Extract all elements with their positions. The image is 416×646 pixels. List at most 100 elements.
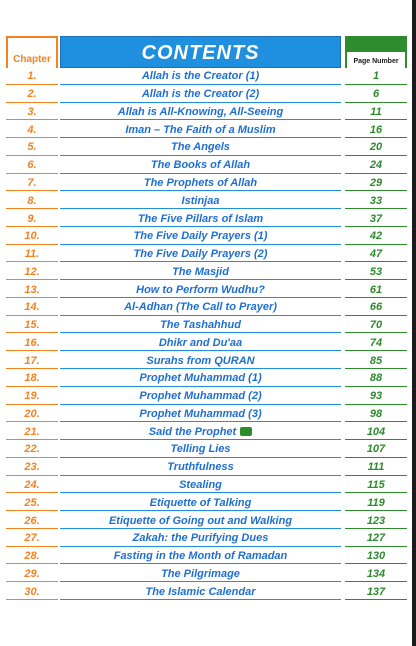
toc-row: 2. Allah is the Creator (2) 6	[6, 86, 407, 104]
chapter-title: Dhikr and Du'aa	[158, 336, 243, 349]
chapter-title: The Angels	[171, 141, 230, 154]
chapter-number: 29.	[6, 566, 58, 583]
toc-row: 1. Allah is the Creator (1) 1	[6, 68, 407, 86]
toc-row: 4. Iman – The Faith of a Muslim 16	[6, 121, 407, 139]
toc-row: 15. The Tashahhud 70	[6, 317, 407, 335]
chapter-title-cell: Said the Prophet	[60, 424, 341, 441]
chapter-number: 2.	[6, 87, 58, 103]
chapter-number: 5.	[6, 140, 58, 156]
page-number: 115	[345, 478, 407, 494]
toc-row: 16. Dhikr and Du'aa 74	[6, 334, 407, 352]
page-number: 134	[345, 566, 407, 583]
chapter-number: 24.	[6, 478, 58, 494]
page-number: 88	[345, 371, 407, 387]
chapter-title-cell: Fasting in the Month of Ramadan	[60, 549, 341, 565]
chapter-title: The Five Pillars of Islam	[137, 212, 264, 225]
chapter-title-cell: Telling Lies	[60, 442, 341, 458]
chapter-number: 8.	[6, 193, 58, 210]
page-number: 104	[345, 424, 407, 441]
chapter-number: 3.	[6, 105, 58, 121]
page-number: 29	[345, 176, 407, 192]
page-number: 47	[345, 247, 407, 263]
chapter-title: Allah is the Creator (2)	[141, 88, 260, 101]
toc-row: 24. Stealing 115	[6, 477, 407, 495]
page-number: 98	[345, 407, 407, 423]
chapter-title-cell: Etiquette of Talking	[60, 495, 341, 512]
chapter-title-cell: Surahs from QURAN	[60, 353, 341, 370]
page-number: 74	[345, 335, 407, 352]
chapter-number: 27.	[6, 531, 58, 547]
chapter-number: 1.	[6, 69, 58, 85]
page-number: 85	[345, 353, 407, 370]
page-number: 20	[345, 140, 407, 156]
chapter-title-cell: Zakah: the Purifying Dues	[60, 531, 341, 547]
page-number: 37	[345, 211, 407, 227]
chapter-title: The Pilgrimage	[161, 567, 240, 580]
chapter-number: 13.	[6, 282, 58, 298]
page-number: 42	[345, 229, 407, 245]
chapter-number: 16.	[6, 335, 58, 352]
chapter-title: Al-Adhan (The Call to Prayer)	[124, 301, 277, 314]
page-number: 6	[345, 87, 407, 103]
chapter-title-cell: The Five Daily Prayers (2)	[60, 247, 341, 263]
chapter-title: The Prophets of Allah	[143, 176, 258, 189]
page-number: 93	[345, 389, 407, 405]
page-number: 70	[345, 318, 407, 334]
contents-title-banner: CONTENTS	[60, 36, 341, 68]
toc-row: 29. The Pilgrimage 134	[6, 565, 407, 583]
chapter-title-cell: The Prophets of Allah	[60, 176, 341, 192]
chapter-title: Prophet Muhammad (1)	[139, 372, 262, 385]
toc-row: 12. The Masjid 53	[6, 263, 407, 281]
chapter-title-cell: Prophet Muhammad (1)	[60, 371, 341, 387]
page-number: 53	[345, 264, 407, 281]
chapter-title: The Books of Allah	[150, 159, 251, 172]
chapter-number: 4.	[6, 122, 58, 139]
page-number: 24	[345, 158, 407, 174]
chapter-number: 17.	[6, 353, 58, 370]
chapter-title: Etiquette of Talking	[149, 496, 252, 509]
toc-row: 30. The Islamic Calendar 137	[6, 583, 407, 601]
toc-row: 9. The Five Pillars of Islam 37	[6, 210, 407, 228]
chapter-title: The Tashahhud	[160, 319, 241, 332]
toc-row: 13. How to Perform Wudhu? 61	[6, 281, 407, 299]
chapter-title-cell: The Five Daily Prayers (1)	[60, 229, 341, 245]
chapter-title-cell: Istinjaa	[60, 193, 341, 210]
page-number: 16	[345, 122, 407, 139]
chapter-title-cell: Truthfulness	[60, 460, 341, 476]
page-edge	[412, 0, 416, 646]
toc-row: 5. The Angels 20	[6, 139, 407, 157]
chapter-number: 21.	[6, 424, 58, 441]
chapter-title: The Five Daily Prayers (1)	[133, 230, 268, 243]
chapter-title: Truthfulness	[167, 461, 234, 474]
chapter-title-cell: Etiquette of Going out and Walking	[60, 513, 341, 529]
chapter-column-header: Chapter	[6, 36, 58, 68]
chapter-title-cell: Allah is the Creator (2)	[60, 87, 341, 103]
chapter-title-cell: How to Perform Wudhu?	[60, 282, 341, 298]
toc-row: 10. The Five Daily Prayers (1) 42	[6, 228, 407, 246]
chapter-title: Etiquette of Going out and Walking	[108, 514, 293, 527]
page-number-column-header: Page Number	[345, 36, 407, 68]
chapter-title: Said the Prophet	[148, 425, 237, 438]
chapter-title: The Five Daily Prayers (2)	[133, 248, 268, 261]
chapter-title-cell: Iman – The Faith of a Muslim	[60, 122, 341, 139]
chapter-title: Telling Lies	[170, 443, 231, 456]
page-number: 111	[345, 460, 407, 476]
chapter-title: Stealing	[179, 478, 222, 491]
chapter-title: Iman – The Faith of a Muslim	[125, 123, 276, 136]
toc-row: 23. Truthfulness 111	[6, 459, 407, 477]
chapter-title: How to Perform Wudhu?	[136, 283, 265, 296]
chapter-number: 25.	[6, 495, 58, 512]
chapter-header-label: Chapter	[13, 54, 51, 65]
chapter-title: Allah is the Creator (1)	[141, 70, 260, 83]
chapter-title-cell: Prophet Muhammad (3)	[60, 407, 341, 423]
chapter-number: 11.	[6, 247, 58, 263]
toc-row: 3. Allah is All-Knowing, All-Seeing 11	[6, 104, 407, 122]
chapter-title: Zakah: the Purifying Dues	[132, 532, 269, 545]
chapter-number: 15.	[6, 318, 58, 334]
toc-row: 17. Surahs from QURAN 85	[6, 352, 407, 370]
chapter-number: 28.	[6, 549, 58, 565]
toc-row: 18. Prophet Muhammad (1) 88	[6, 370, 407, 388]
chapter-title: Surahs from QURAN	[146, 354, 255, 367]
chapter-number: 6.	[6, 158, 58, 174]
